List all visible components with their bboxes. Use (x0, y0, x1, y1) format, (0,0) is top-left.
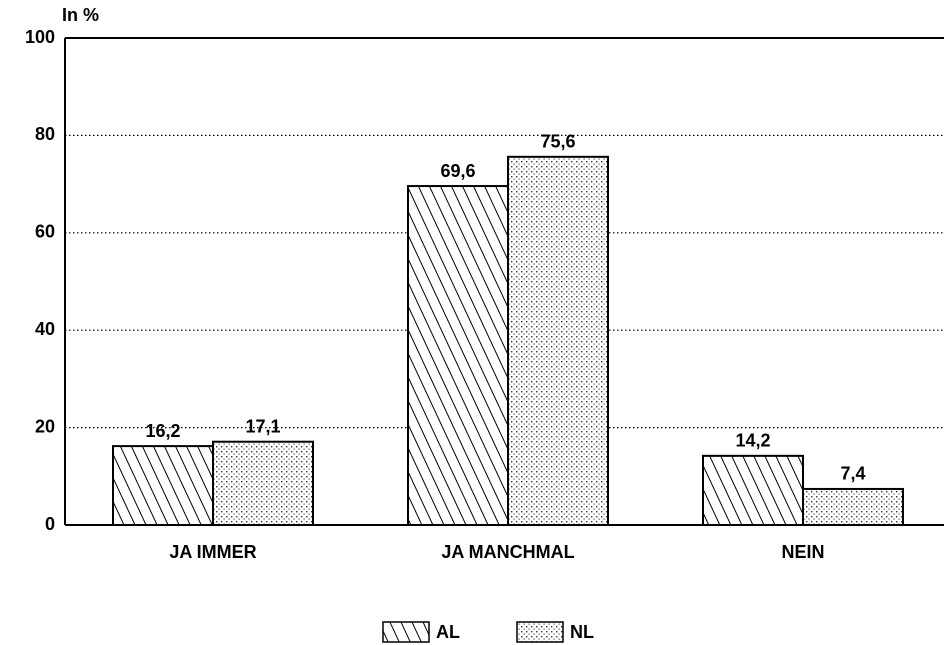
bar (802, 487, 904, 527)
value-label: 17,1 (245, 416, 280, 436)
legend-swatch (382, 621, 430, 643)
y-tick-label: 60 (35, 222, 55, 242)
y-tick-label: 80 (35, 124, 55, 144)
value-label: 75,6 (540, 132, 575, 152)
y-tick-label: 0 (45, 514, 55, 534)
bar (112, 445, 214, 526)
y-tick-label: 20 (35, 416, 55, 436)
x-tick-label: JA IMMER (169, 542, 256, 562)
bar (407, 185, 509, 526)
bar (702, 454, 804, 527)
bar (507, 155, 609, 526)
y-tick-label: 40 (35, 319, 55, 339)
value-label: 16,2 (145, 421, 180, 441)
x-tick-label: NEIN (781, 542, 824, 562)
value-label: 69,6 (440, 161, 475, 181)
legend-label: AL (436, 622, 460, 642)
y-axis-label: In % (62, 5, 99, 25)
legend-swatch (516, 621, 564, 643)
value-label: 7,4 (840, 464, 865, 484)
x-tick-label: JA MANCHMAL (441, 542, 574, 562)
y-tick-label: 100 (25, 27, 55, 47)
legend-label: NL (570, 622, 594, 642)
bar (212, 440, 314, 526)
value-label: 14,2 (735, 431, 770, 451)
